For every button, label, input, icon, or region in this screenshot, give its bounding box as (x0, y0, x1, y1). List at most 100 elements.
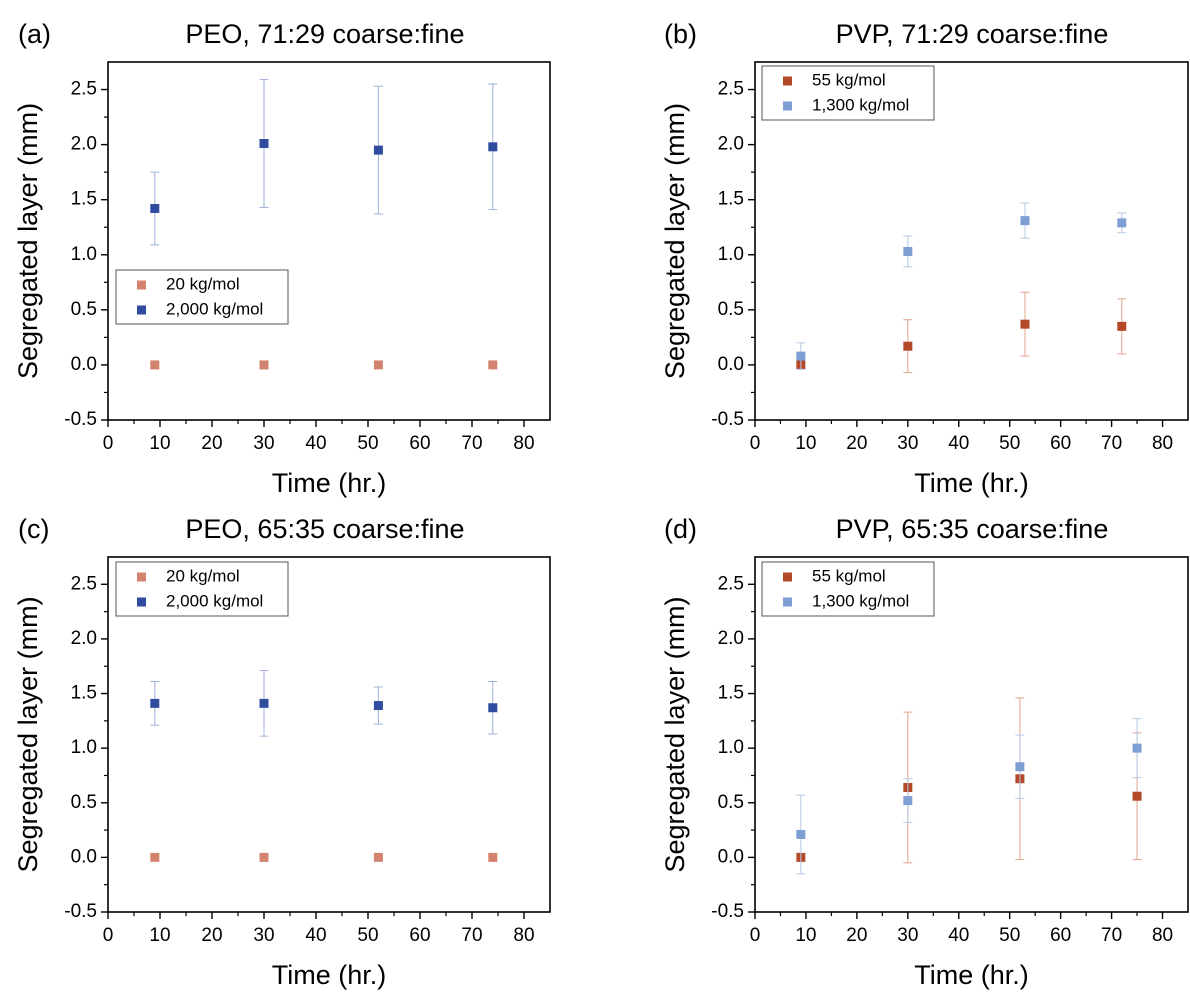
y-tick-label: 2.5 (71, 573, 97, 594)
y-axis-label: Segregated layer (mm) (13, 103, 43, 379)
x-tick-label: 60 (1050, 925, 1071, 946)
legend-marker (137, 280, 146, 290)
legend-entry: 2,000 kg/mol (166, 591, 263, 610)
series-2 (150, 79, 498, 246)
data-point (373, 145, 383, 155)
y-axis-label: Segregated layer (mm) (660, 596, 690, 872)
x-tick-label: 60 (409, 925, 430, 946)
y-tick-label: 2.5 (718, 79, 744, 100)
x-tick-label: 10 (795, 433, 816, 454)
data-point (796, 829, 806, 839)
y-tick-label: -0.5 (711, 901, 744, 922)
y-tick-label: 2.5 (71, 79, 97, 100)
data-point (903, 246, 913, 256)
legend: 55 kg/mol 1,300 kg/mol (761, 561, 935, 617)
data-point (488, 360, 498, 370)
legend-entry: 20 kg/mol (166, 274, 240, 293)
legend-marker (783, 597, 792, 607)
x-tick-label: 10 (149, 925, 170, 946)
panel-letter: (d) (664, 514, 697, 544)
data-point (1117, 218, 1127, 228)
panel-letter: (b) (664, 19, 697, 49)
series-2 (796, 202, 1127, 370)
data-point (903, 796, 913, 806)
y-tick-label: 1.0 (718, 737, 744, 758)
plot-frame (107, 61, 551, 421)
x-tick-label: 30 (897, 433, 918, 454)
x-tick-label: 50 (357, 925, 378, 946)
x-tick-label: 70 (461, 925, 482, 946)
y-tick-label: 1.0 (71, 737, 97, 758)
y-tick-label: 1.5 (71, 189, 97, 210)
y-tick-label: 0.5 (718, 792, 744, 813)
data-point (150, 360, 160, 370)
panel-letter: (a) (18, 19, 51, 49)
x-tick-label: 0 (103, 433, 114, 454)
legend-entry: 55 kg/mol (812, 70, 886, 89)
series-1 (796, 697, 1142, 864)
y-tick-label: 0.5 (71, 299, 97, 320)
plot-frame (107, 556, 551, 913)
legend-box (761, 65, 935, 121)
legend-marker (783, 572, 792, 582)
legend: 55 kg/mol 1,300 kg/mol (761, 65, 935, 121)
y-tick-label: 2.0 (718, 628, 744, 649)
data-point (1132, 791, 1142, 801)
series-2 (150, 670, 498, 737)
x-axis-label: Time (hr.) (272, 468, 387, 498)
legend-box (761, 561, 935, 617)
y-tick-label: 2.0 (718, 134, 744, 155)
data-point (796, 351, 806, 361)
legend: 20 kg/mol 2,000 kg/mol (115, 561, 289, 617)
plot-frame (754, 556, 1189, 913)
data-point (488, 703, 498, 713)
chart-title: PVP, 65:35 coarse:fine (836, 514, 1109, 544)
legend-box (115, 561, 289, 617)
legend-entry: 1,300 kg/mol (812, 95, 909, 114)
x-tick-label: 20 (846, 925, 867, 946)
chart-title: PEO, 65:35 coarse:fine (185, 514, 464, 544)
x-axis-label: Time (hr.) (272, 960, 387, 990)
data-point (1015, 762, 1025, 772)
x-tick-label: 70 (1101, 433, 1122, 454)
chart-panel-1: (a) PEO, 71:29 coarse:fine 0 10 20 30 40 50 60 70… (13, 19, 551, 498)
y-tick-label: 2.0 (71, 134, 97, 155)
data-point (259, 698, 269, 708)
x-tick-label: 60 (409, 433, 430, 454)
x-tick-label: 20 (201, 925, 222, 946)
y-axis-label: Segregated layer (mm) (13, 596, 43, 872)
y-tick-label: 0.0 (71, 354, 97, 375)
y-tick-label: -0.5 (711, 409, 744, 430)
data-point (488, 852, 498, 862)
x-tick-label: 70 (1101, 925, 1122, 946)
x-axis-label: Time (hr.) (914, 960, 1029, 990)
y-tick-label: 1.5 (71, 683, 97, 704)
data-point (373, 360, 383, 370)
x-tick-label: 10 (149, 433, 170, 454)
y-tick-label: -0.5 (64, 901, 97, 922)
chart-panel-4: (d) PVP, 65:35 coarse:fine 0 10 20 30 40 50 60 70… (660, 514, 1189, 990)
x-tick-label: 30 (897, 925, 918, 946)
series-1 (150, 360, 498, 370)
y-tick-label: 1.0 (718, 244, 744, 265)
data-point (488, 142, 498, 152)
y-tick-label: 0.0 (718, 846, 744, 867)
x-tick-label: 40 (948, 433, 969, 454)
data-point (259, 852, 269, 862)
x-tick-label: 50 (999, 433, 1020, 454)
y-tick-label: 2.0 (71, 628, 97, 649)
y-tick-label: 1.5 (718, 683, 744, 704)
chart-title: PVP, 71:29 coarse:fine (836, 19, 1109, 49)
data-point (1132, 743, 1142, 753)
data-point (1020, 216, 1030, 226)
legend-marker (137, 305, 146, 315)
data-point (1117, 321, 1127, 331)
x-tick-label: 60 (1050, 433, 1071, 454)
x-tick-label: 80 (1152, 433, 1173, 454)
plot-frame (754, 61, 1189, 421)
legend-marker (783, 101, 792, 111)
x-tick-label: 30 (253, 433, 274, 454)
chart-panel-2: (b) PVP, 71:29 coarse:fine 0 10 20 30 40 50 60 70… (660, 19, 1189, 498)
legend-box (115, 269, 289, 325)
